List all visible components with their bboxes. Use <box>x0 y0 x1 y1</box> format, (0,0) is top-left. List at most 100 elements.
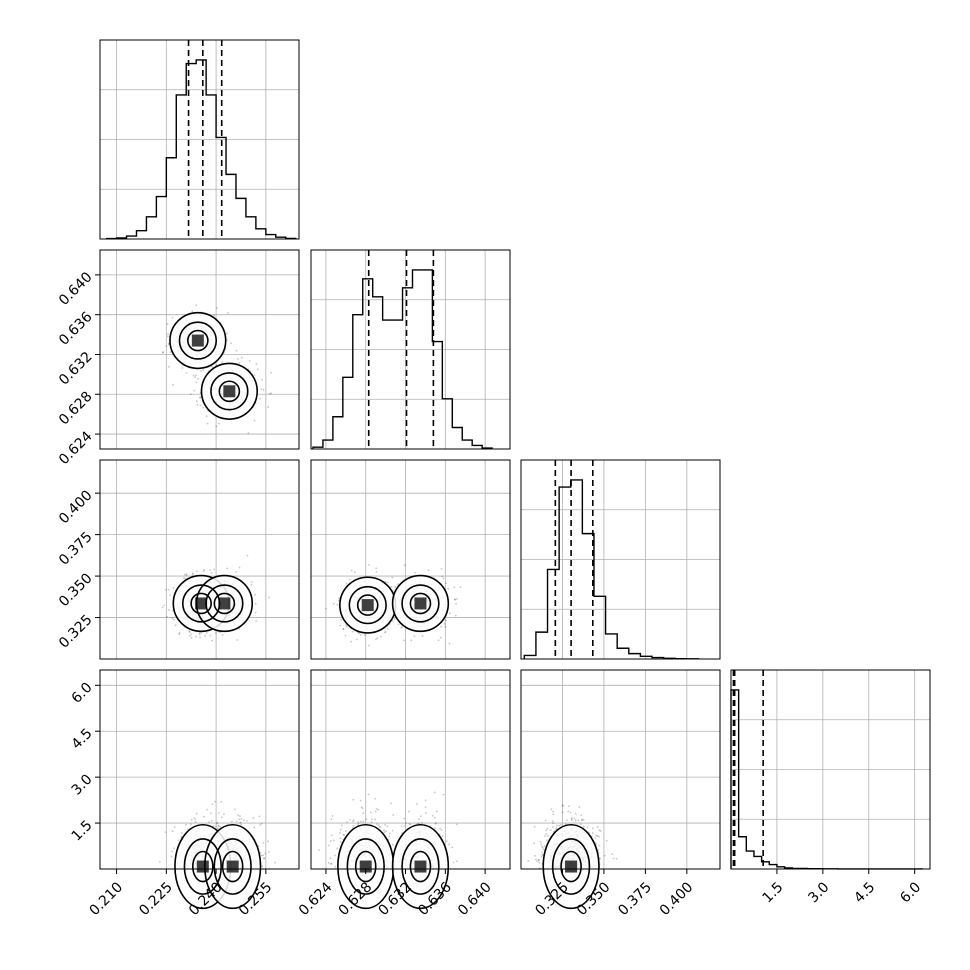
scatter-point <box>552 810 555 813</box>
scatter-point <box>246 554 249 557</box>
scatter-point <box>205 632 208 634</box>
x-tick-label-p3-3: 6.0 <box>897 879 924 906</box>
scatter-point <box>202 570 205 573</box>
x-tick-label-p3-2: 4.5 <box>851 879 878 906</box>
scatter-point <box>172 383 174 386</box>
contour-0-1-0-1 <box>200 362 259 420</box>
contour-0-1-2-0 <box>187 329 209 352</box>
scatter-point <box>185 823 187 826</box>
scatter-point <box>170 855 173 858</box>
scatter-point <box>568 805 570 808</box>
scatter-point <box>550 808 553 811</box>
scatter-point <box>185 573 188 575</box>
scatter-point <box>456 860 458 863</box>
scatter-point <box>199 404 202 407</box>
scatter-point <box>545 833 548 835</box>
scatter-point <box>358 632 360 635</box>
scatter-point <box>262 842 265 844</box>
scatter-point <box>240 823 243 826</box>
scatter-point <box>193 389 196 392</box>
contour-1-2-2-0 <box>356 594 379 616</box>
scatter-point <box>230 820 233 823</box>
scatter-point <box>259 397 261 400</box>
scatter-point <box>543 845 546 847</box>
scatter-point <box>379 635 382 638</box>
scatter-point <box>376 637 379 639</box>
scatter-point <box>221 634 224 636</box>
scatter-point <box>440 829 443 832</box>
scatter-point <box>172 586 175 589</box>
scatter-point <box>370 818 373 821</box>
scatter-point <box>195 381 198 384</box>
scatter-point <box>195 635 197 638</box>
scatter-point <box>388 832 391 835</box>
scatter-point <box>598 844 601 847</box>
scatter-point <box>442 577 445 580</box>
scatter-point <box>330 834 333 837</box>
scatter-point <box>453 586 456 589</box>
scatter-point <box>346 821 349 823</box>
scatter-point <box>612 857 615 860</box>
scatter-point <box>431 814 434 817</box>
scatter-point <box>574 819 577 822</box>
scatter-point <box>400 825 403 828</box>
scatter-point <box>345 625 348 628</box>
scatter-point <box>355 638 358 641</box>
scatter-point <box>552 822 555 825</box>
scatter-point <box>339 841 342 843</box>
scatter-point <box>267 851 270 853</box>
scatter-point <box>190 633 193 636</box>
scatter-point <box>362 820 365 823</box>
scatter-point <box>596 835 599 837</box>
histogram-p2 <box>523 479 700 660</box>
scatter-point <box>220 800 223 803</box>
scatter-point <box>239 815 241 817</box>
scatter-point <box>185 574 188 577</box>
scatter-point <box>418 818 420 820</box>
scatter-point <box>194 818 197 821</box>
density-peak-0-1-1 <box>223 385 236 398</box>
scatter-point <box>538 859 540 862</box>
scatter-point <box>579 823 582 826</box>
scatter-point <box>270 392 273 395</box>
scatter-point <box>345 582 348 585</box>
scatter-point <box>362 812 365 814</box>
scatter-point <box>158 860 161 863</box>
scatter-point <box>164 588 167 591</box>
scatter-point <box>374 810 377 813</box>
scatter-point <box>235 349 238 352</box>
scatter-point <box>397 623 400 626</box>
scatter-point <box>594 837 597 839</box>
scatter-point <box>599 857 601 860</box>
scatter-point <box>192 572 194 575</box>
scatter-point <box>171 617 174 620</box>
scatter-point <box>194 820 197 823</box>
scatter-point <box>262 854 265 857</box>
scatter-point <box>340 618 342 621</box>
scatter-point <box>403 564 406 567</box>
scatter-point <box>195 374 197 377</box>
scatter-point <box>254 593 257 596</box>
scatter-point <box>545 829 548 832</box>
scatter-point <box>443 622 446 625</box>
scatter-point <box>342 833 345 836</box>
scatter-point <box>162 351 165 353</box>
scatter-point <box>586 826 589 829</box>
scatter-point <box>383 831 386 834</box>
scatter-point <box>173 826 176 829</box>
scatter-point <box>180 831 183 834</box>
scatter-point <box>199 636 201 639</box>
scatter-point <box>181 367 184 369</box>
scatter-point <box>177 839 180 842</box>
scatter-point <box>544 835 546 838</box>
scatter-point <box>449 612 452 615</box>
scatter-point <box>360 806 363 809</box>
scatter-point <box>425 812 427 814</box>
scatter-point <box>394 586 397 588</box>
histogram-p3 <box>730 689 924 870</box>
scatter-point <box>369 811 372 814</box>
contour-0-1-1-0 <box>178 321 218 360</box>
scatter-point <box>405 822 408 824</box>
scatter-point <box>215 822 218 825</box>
